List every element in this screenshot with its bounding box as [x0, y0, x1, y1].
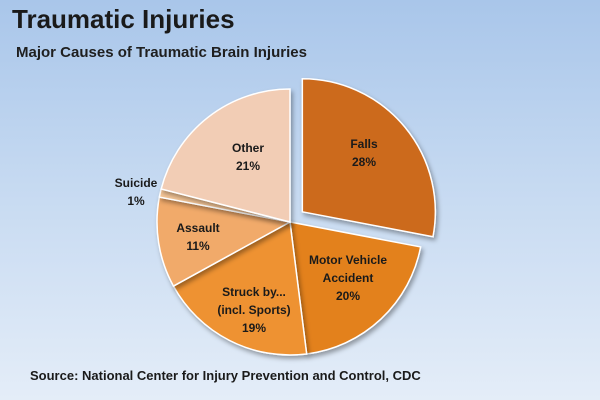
pie-slice-motor-vehicle-accident: [289, 221, 422, 355]
pie-slice-falls: [301, 78, 437, 238]
slice-label-falls: Falls 28%: [350, 137, 378, 169]
chart-title: Traumatic Injuries: [12, 4, 235, 34]
pie-slice-assault: [156, 196, 293, 288]
slice-label-assault: Assault 11%: [176, 221, 219, 253]
slice-label-struck-by-incl-sports: Struck by... (incl. Sports) 19%: [217, 285, 290, 335]
chart-subtitle: Major Causes of Traumatic Brain Injuries: [16, 44, 307, 61]
pie-slice-other: [160, 88, 291, 223]
slice-label-suicide: Suicide 1%: [115, 176, 158, 208]
pie-slice-struck-by-incl-sports: [172, 220, 308, 356]
slice-label-motor-vehicle-accident: Motor Vehicle Accident 20%: [309, 253, 387, 303]
slice-label-other: Other 21%: [232, 141, 264, 173]
source-note: Source: National Center for Injury Preve…: [30, 368, 421, 383]
